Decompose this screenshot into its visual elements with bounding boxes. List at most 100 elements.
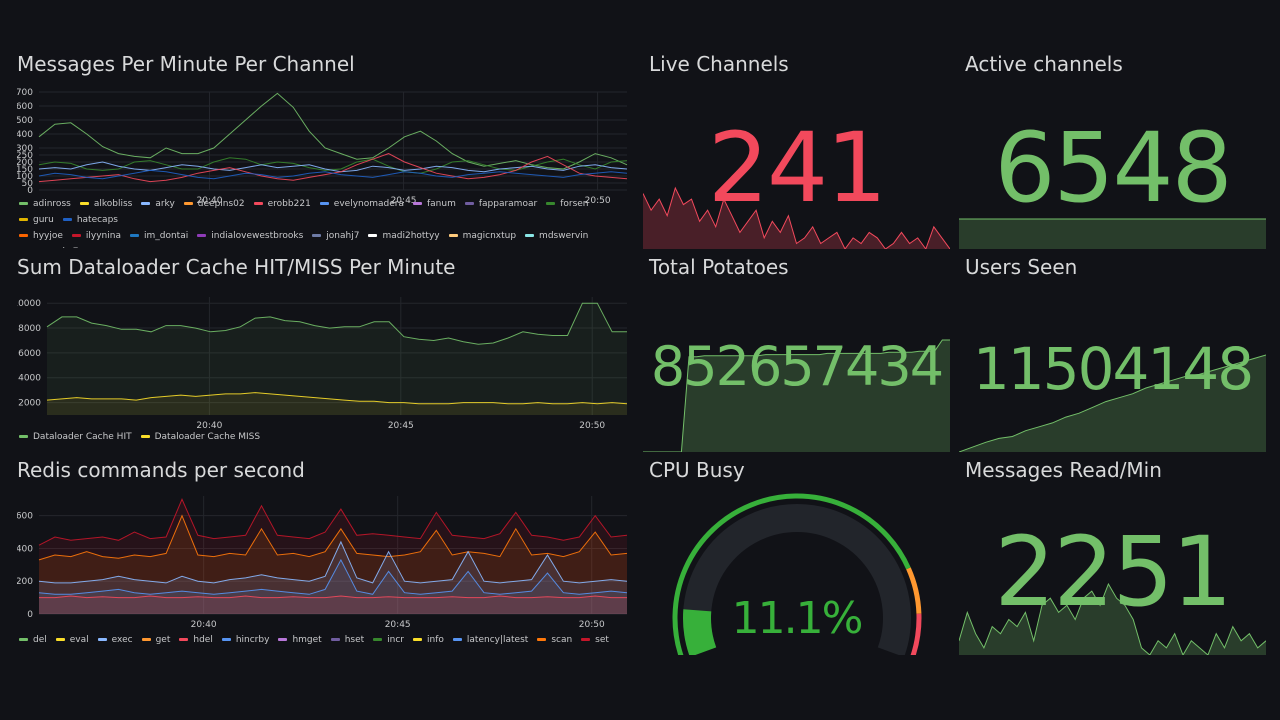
panel-title: Users Seen	[965, 255, 1078, 279]
legend-item-info[interactable]: info	[413, 632, 444, 648]
legend-item-indialovewestbrooks[interactable]: indialovewestbrooks	[197, 228, 303, 244]
legend-swatch	[581, 638, 591, 641]
legend-item-reaperky7[interactable]: reaperky7	[19, 244, 78, 248]
sparkline-area	[643, 340, 950, 452]
legend-label: deepins02	[197, 199, 245, 209]
series-line-Dataloader Cache HIT	[46, 302, 627, 345]
legend-label: hmget	[292, 635, 322, 645]
legend-item-evelynomadera[interactable]: evelynomadera	[319, 196, 404, 212]
legend-item-fapparamoar[interactable]: fapparamoar	[464, 196, 537, 212]
legend-swatch	[319, 202, 329, 205]
legend-swatch	[278, 638, 288, 641]
legend-swatch	[129, 234, 139, 237]
series-line-hincrby	[38, 558, 628, 595]
legend-label: get	[155, 635, 171, 645]
legend-item-ilyynina[interactable]: ilyynina	[71, 228, 121, 244]
sparkline	[643, 339, 950, 452]
legend-label: erobb221	[267, 199, 311, 209]
legend-swatch	[537, 638, 547, 641]
legend-swatch	[97, 638, 107, 641]
sparkline-area	[959, 355, 1266, 452]
legend-label: reaperky7	[33, 247, 78, 248]
legend-item-del[interactable]: del	[19, 632, 47, 648]
x-tick-label: 20:50	[585, 196, 611, 206]
legend-swatch	[19, 435, 28, 438]
legend-label: del	[33, 635, 47, 645]
legend-item-latency|latest[interactable]: latency|latest	[452, 632, 528, 648]
legend-item-incr[interactable]: incr	[373, 632, 404, 648]
legend-swatch	[253, 202, 263, 205]
legend-item-adinross[interactable]: adinross	[19, 196, 71, 212]
series-line-hdel	[39, 595, 627, 599]
y-tick-label: 2000	[18, 399, 41, 409]
y-tick-label: 250	[17, 151, 33, 161]
legend-item-hincrby[interactable]: hincrby	[221, 632, 269, 648]
legend-item-arky[interactable]: arky	[141, 196, 175, 212]
legend-item-forsen[interactable]: forsen	[546, 196, 589, 212]
dataloader-panel: Sum Dataloader Cache HIT/MISS Per Minute…	[17, 255, 629, 445]
legend-label: scan	[551, 635, 573, 645]
legend-label: forsen	[560, 199, 589, 209]
series-area-Dataloader Cache MISS	[47, 392, 627, 415]
series-area-scan	[39, 515, 627, 614]
legend-item-hatecaps[interactable]: hatecaps	[62, 212, 118, 228]
sparkline-area	[959, 219, 1266, 249]
legend-swatch	[141, 638, 151, 641]
legend-label: exec	[111, 635, 133, 645]
y-tick-label: 600	[17, 512, 33, 522]
legend-swatch	[19, 218, 28, 221]
panel-title: CPU Busy	[649, 458, 745, 482]
series-line-Dataloader Cache MISS	[46, 392, 628, 405]
legend-item-hdel[interactable]: hdel	[179, 632, 213, 648]
legend-item-eval[interactable]: eval	[55, 632, 89, 648]
stat-value: 241	[707, 112, 887, 224]
legend-item-hyyjoe[interactable]: hyyjoe	[19, 228, 63, 244]
messages-read-sparkline	[959, 582, 1266, 655]
legend-item-magicnxtup[interactable]: magicnxtup	[448, 228, 516, 244]
legend-item-mdswervin[interactable]: mdswervin	[525, 228, 588, 244]
x-tick-label: 20:45	[385, 620, 411, 630]
legend-item-get[interactable]: get	[141, 632, 171, 648]
legend-swatch	[330, 638, 340, 641]
panel-title: Messages Per Minute Per Channel	[17, 52, 355, 76]
legend-item-erobb221[interactable]: erobb221	[253, 196, 311, 212]
gauge-threshold-red	[910, 613, 922, 655]
legend-swatch	[546, 202, 556, 205]
legend-item-Dataloader Cache HIT[interactable]: Dataloader Cache HIT	[19, 429, 132, 445]
legend-item-madi2hottyy[interactable]: madi2hottyy	[368, 228, 440, 244]
legend-label: info	[427, 635, 444, 645]
x-tick-label: 20:45	[388, 421, 414, 431]
legend-item-scan[interactable]: scan	[537, 632, 572, 648]
stat-value: 6548	[994, 112, 1232, 224]
sparkline-area	[643, 188, 950, 249]
legend-item-jonahj7[interactable]: jonahj7	[312, 228, 359, 244]
series-line-adinross	[38, 92, 628, 170]
legend-item-hmget[interactable]: hmget	[278, 632, 322, 648]
live-channels-panel: Live Channels 241	[643, 52, 950, 249]
legend-item-fanum[interactable]: fanum	[412, 196, 456, 212]
active-channels-sparkline	[959, 218, 1266, 249]
legend-item-alkobliss[interactable]: alkobliss	[79, 196, 132, 212]
legend-item-deepins02[interactable]: deepins02	[183, 196, 245, 212]
legend-label: madi2hottyy	[382, 231, 440, 241]
series-area-set	[39, 499, 627, 614]
cpu-busy-gauge	[672, 493, 922, 655]
legend-item-guru[interactable]: guru	[19, 212, 54, 228]
series-line-hatecaps	[38, 169, 628, 180]
legend-item-im_dontai[interactable]: im_dontai	[129, 228, 188, 244]
y-tick-label: 500	[17, 116, 33, 126]
legend-item-set[interactable]: set	[581, 632, 609, 648]
legend-swatch	[464, 202, 474, 205]
legend-item-Dataloader Cache MISS[interactable]: Dataloader Cache MISS	[140, 429, 260, 445]
sparkline	[959, 354, 1266, 452]
legend-item-exec[interactable]: exec	[97, 632, 133, 648]
messages-read-panel: Messages Read/Min 2251	[959, 458, 1266, 655]
legend-label: Dataloader Cache HIT	[33, 432, 132, 442]
y-tick-label: 0	[27, 610, 33, 620]
dataloader-chart[interactable]: 2000 4000 6000 8000 10000 20:40 20:45 20:50	[17, 291, 629, 431]
legend-label: hyyjoe	[33, 231, 63, 241]
redis-chart[interactable]: 0 200 400 600 20:40 20:45 20:50	[17, 490, 629, 630]
legend-item-hset[interactable]: hset	[330, 632, 364, 648]
legend-swatch	[197, 234, 207, 237]
